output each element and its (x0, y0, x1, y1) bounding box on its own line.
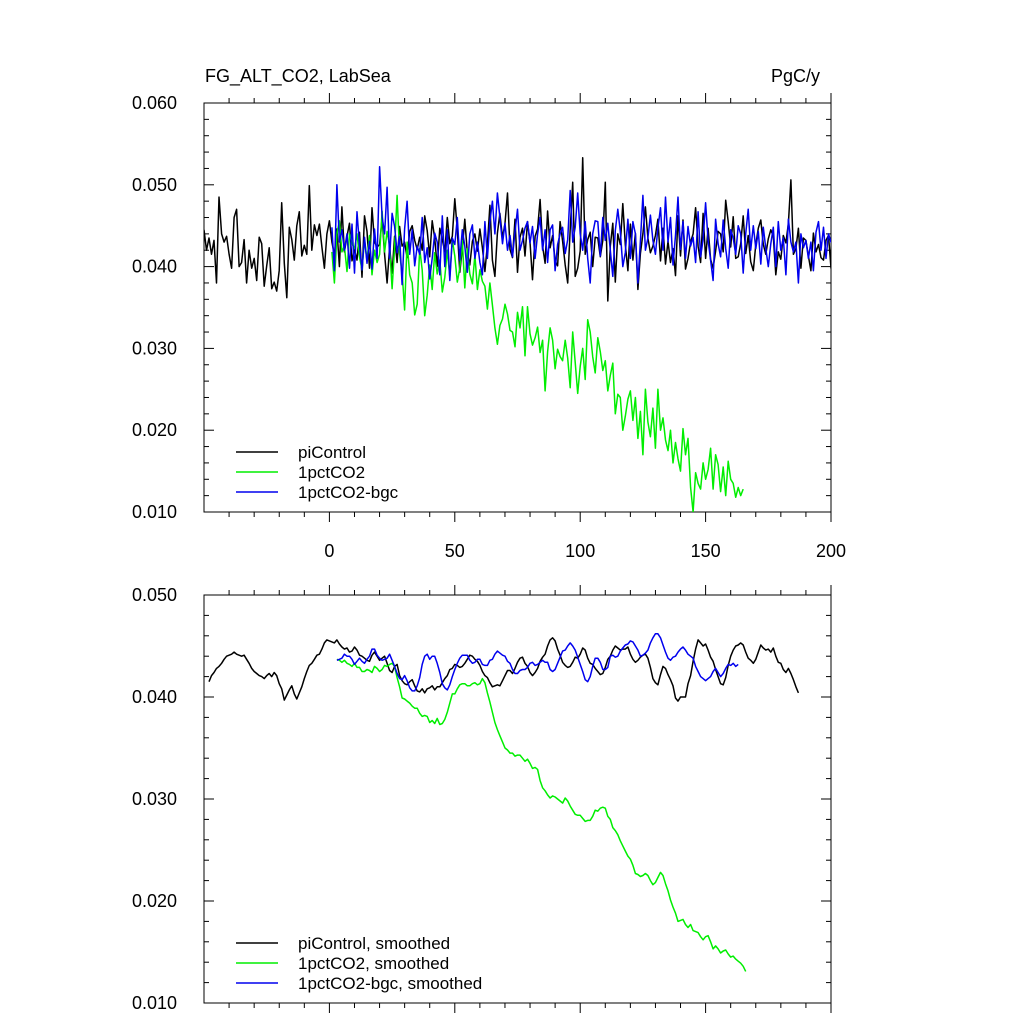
y-tick-label: 0.040 (132, 687, 177, 707)
legend-label: 1pctCO2 (298, 463, 365, 482)
y-tick-label: 0.010 (132, 993, 177, 1013)
legend-label: piControl, smoothed (298, 934, 450, 953)
y-tick-label: 0.020 (132, 891, 177, 911)
y-tick-label: 0.030 (132, 338, 177, 358)
y-tick-label: 0.040 (132, 257, 177, 277)
bottom-panel: 0.010 0.020 0.030 0.040 0.050 piControl, smoo… (132, 585, 832, 1013)
y-tick-label: 0.010 (132, 502, 177, 522)
panel-title: FG_ALT_CO2, LabSea (205, 66, 392, 87)
y-tick-label: 0.060 (132, 93, 177, 113)
plot-frame (203, 102, 832, 513)
series-line-1pctco2-smoothed (336, 658, 747, 972)
x-tick-label: 200 (816, 541, 846, 561)
legend-label: piControl (298, 443, 366, 462)
series-line-1pctco2-bgc-smoothed (336, 633, 739, 692)
y-tick-label: 0.050 (132, 585, 177, 605)
units-label: PgC/y (771, 66, 820, 86)
top-panel: 0 50 100 150 200 0.010 0.020 0.030 0.040 0.050 0.0… (132, 93, 846, 561)
legend-label: 1pctCO2, smoothed (298, 954, 449, 973)
legend-label: 1pctCO2-bgc, smoothed (298, 974, 482, 993)
y-tick-label: 0.020 (132, 420, 177, 440)
x-tick-label: 50 (445, 541, 465, 561)
legend-label: 1pctCO2-bgc (298, 483, 399, 502)
x-tick-label: 100 (565, 541, 595, 561)
series-line-picontrol-smoothed (208, 637, 800, 702)
series-line-1pctco2-bgc (331, 166, 831, 286)
x-tick-label: 0 (324, 541, 334, 561)
y-tick-label: 0.050 (132, 175, 177, 195)
x-tick-label: 150 (691, 541, 721, 561)
y-tick-label: 0.030 (132, 789, 177, 809)
